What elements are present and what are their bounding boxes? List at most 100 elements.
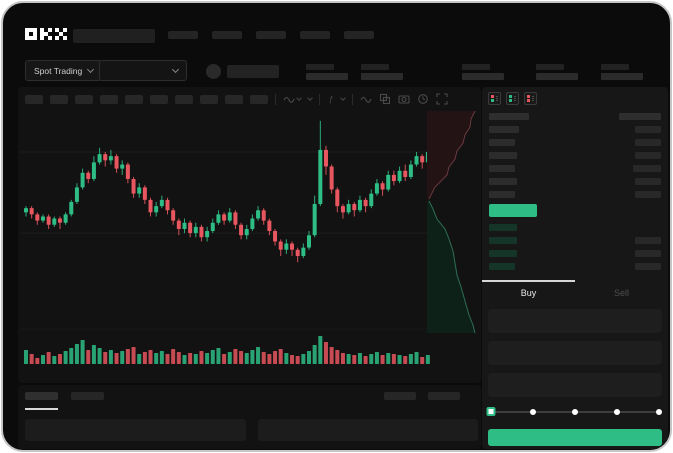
history-tab-placeholder[interactable] [71,392,104,400]
timeframe-placeholder[interactable] [250,94,268,104]
okx-logo-icon[interactable] [25,27,67,45]
ask-price-placeholder [489,126,519,133]
ask-row[interactable] [489,126,661,133]
stat-value-placeholder [462,73,504,80]
screenshot-icon[interactable] [398,93,410,105]
position-row-placeholder[interactable] [25,419,246,441]
overlay-icon[interactable] [360,93,372,105]
price-column-header [489,113,529,120]
timeframe-placeholder[interactable] [225,94,243,104]
stat-value-placeholder [601,73,643,80]
market-stat [306,64,348,80]
position-row-placeholder[interactable] [257,419,478,441]
bid-row[interactable] [489,250,661,257]
candlestick-chart[interactable] [20,111,432,371]
buy-tab[interactable]: Buy [520,287,537,298]
timeframe-placeholder[interactable] [125,94,143,104]
order-form [488,309,662,397]
bid-size-placeholder [635,263,661,270]
ask-row[interactable] [489,152,661,159]
line-tool-icon[interactable] [283,93,302,105]
market-type-selector[interactable]: Spot Trading [25,60,103,81]
market-type-label: Spot Trading [34,65,83,76]
active-tab-underline [25,408,58,410]
slider-stop[interactable] [572,409,578,415]
chevron-down-icon [340,95,346,101]
timeframe-placeholder[interactable] [75,94,93,104]
timeframe-placeholder[interactable] [200,94,218,104]
icon-lines [513,95,516,102]
ask-row[interactable] [489,191,661,198]
ask-price-placeholder [489,178,517,185]
timeframe-placeholder[interactable] [25,94,43,104]
order-input-placeholder[interactable] [488,373,662,397]
icon-lines [495,95,498,102]
timeframe-placeholder[interactable] [100,94,118,104]
positions-tab-placeholder[interactable] [25,392,58,400]
bid-price-placeholder [489,237,517,244]
panel-action-placeholder[interactable] [384,392,416,400]
stat-label-placeholder [601,64,629,70]
stat-value-placeholder [536,73,578,80]
bid-row[interactable] [489,263,661,270]
slider-handle[interactable] [486,407,496,416]
ask-row[interactable] [489,139,661,146]
last-price-highlight[interactable] [489,204,537,217]
order-input-placeholder[interactable] [488,341,662,365]
chart-panel: ƒ [18,87,481,383]
pair-name-placeholder [227,65,279,78]
depth-chart[interactable] [427,111,480,333]
bid-size-placeholder [635,250,661,257]
chart-style-icon[interactable] [307,95,313,101]
positions-panel [18,385,481,449]
sell-tab[interactable]: Sell [613,287,629,298]
slider-stop[interactable] [656,409,662,415]
ask-row[interactable] [489,178,661,185]
orderbook-asks-view-icon[interactable] [524,92,537,105]
ask-price-placeholder [489,191,515,198]
timeframe-placeholder[interactable] [150,94,168,104]
nav-item-placeholder[interactable] [256,31,286,39]
market-stat [361,64,403,80]
timeframe-placeholder[interactable] [50,94,68,104]
ask-size-placeholder [635,139,661,146]
timer-icon[interactable] [417,93,429,105]
nav-item-placeholder[interactable] [212,31,242,39]
ask-row[interactable] [489,165,661,172]
order-input-placeholder[interactable] [488,309,662,333]
chart-toolbar: ƒ [25,92,448,106]
orderbook-combined-view-icon[interactable] [488,92,501,105]
bid-price-placeholder [489,224,517,231]
ask-size-placeholder [635,191,661,198]
nav-item-placeholder[interactable] [168,31,198,39]
slider-stop[interactable] [530,409,536,415]
orderbook [489,113,661,276]
ask-size-placeholder [633,165,661,172]
bid-row[interactable] [489,237,661,244]
stat-label-placeholder [306,64,334,70]
stat-label-placeholder [462,64,490,70]
orderbook-bids-view-icon[interactable] [506,92,519,105]
header-search-placeholder[interactable] [73,29,155,43]
indicators-icon[interactable]: ƒ [327,93,346,105]
nav-item-placeholder[interactable] [344,31,374,39]
fullscreen-icon[interactable] [436,93,448,105]
timeframe-placeholder[interactable] [175,94,193,104]
buy-button[interactable] [488,429,662,446]
chevron-down-icon [307,95,313,101]
icon-color-column [509,95,512,102]
amount-slider[interactable] [486,407,662,417]
ask-size-placeholder [635,126,661,133]
panel-action-placeholder[interactable] [428,392,460,400]
nav-item-placeholder[interactable] [300,31,330,39]
trading-pair-selector[interactable] [99,60,187,81]
toolbar-divider [275,93,276,105]
bid-row[interactable] [489,224,661,231]
slider-stop[interactable] [614,409,620,415]
stat-value-placeholder [306,73,348,80]
chevron-down-icon [87,65,95,73]
compare-icon[interactable] [379,93,391,105]
icon-lines [531,95,534,102]
icon-color-column [527,95,530,102]
